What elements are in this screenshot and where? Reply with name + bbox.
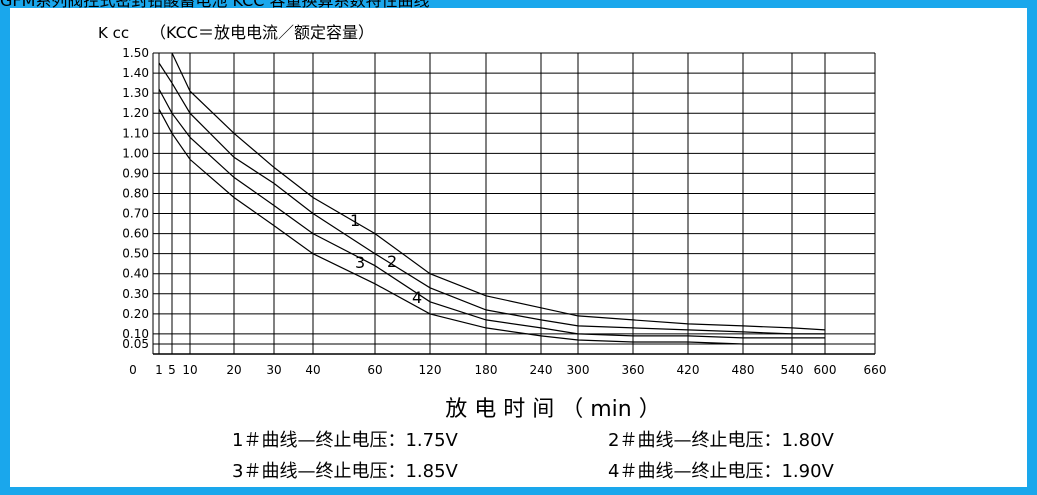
legend-entry-3: 3＃曲线—终止电压：1.85V	[232, 461, 459, 482]
x-tick-label: 660	[864, 363, 887, 377]
x-tick-label: 0	[129, 363, 137, 377]
y-tick-label: 1.30	[122, 86, 149, 100]
x-tick-label: 180	[475, 363, 498, 377]
x-tick-label: 30	[266, 363, 281, 377]
series-line-4	[158, 108, 825, 345]
y-tick-label: 1.00	[122, 146, 149, 160]
x-tick-label: 120	[419, 363, 442, 377]
curve-label-2: 2	[387, 252, 397, 271]
y-tick-label: 0.80	[122, 186, 149, 200]
curve-label-1: 1	[350, 211, 360, 230]
y-tick-label: 1.10	[122, 126, 149, 140]
x-tick-label: 420	[677, 363, 700, 377]
series-line-3	[158, 88, 825, 339]
x-tick-label: 480	[732, 363, 755, 377]
x-tick-label: 5	[168, 363, 176, 377]
y-tick-label: 1.20	[122, 106, 149, 120]
chart-grid: 1.50 1.40 1.30 1.20 1.10 1.00 0.90 0.80 0.70 0.60…	[122, 46, 886, 377]
x-tick-label: 300	[567, 363, 590, 377]
x-tick-label: 540	[781, 363, 804, 377]
chart-panel: 1.50 1.40 1.30 1.20 1.10 1.00 0.90 0.80 0.70 0.60…	[10, 8, 1027, 487]
x-tick-label: 240	[530, 363, 553, 377]
y-tick-label: 1.50	[122, 46, 149, 60]
x-axis-label: 放 电 时 间 （ min ）	[445, 397, 660, 422]
x-tick-label: 60	[367, 363, 382, 377]
y-tick-label: 0.60	[122, 227, 149, 241]
y-tick-label: 0.20	[122, 307, 149, 321]
x-tick-label: 20	[226, 363, 241, 377]
legend-entry-2: 2＃曲线—终止电压：1.80V	[608, 430, 835, 451]
legend-entry-1: 1＃曲线—终止电压：1.75V	[232, 430, 459, 451]
x-tick-label: 360	[622, 363, 645, 377]
x-tick-label: 1	[155, 363, 163, 377]
discharge-coefficient-chart: 1.50 1.40 1.30 1.20 1.10 1.00 0.90 0.80 0.70 0.60…	[98, 23, 886, 482]
chart-labels: 1 2 3 4	[350, 211, 422, 307]
y-tick-label: 0.05	[122, 337, 149, 351]
legend-entry-4: 4＃曲线—终止电压：1.90V	[608, 461, 835, 482]
y-axis-note: （KCC＝放电电流／额定容量）	[150, 23, 374, 42]
y-axis-label: K cc	[98, 24, 129, 42]
curve-label-4: 4	[412, 288, 422, 307]
series-line-2	[158, 62, 825, 335]
y-tick-label: 0.90	[122, 166, 149, 180]
y-tick-label: 0.30	[122, 287, 149, 301]
x-tick-label: 40	[305, 363, 320, 377]
y-tick-label: 0.10	[122, 327, 149, 341]
page-title-fragment: GFM系列阀控式密封铅酸蓄电池 KCC 容量换算系数特性曲线	[0, 0, 1037, 8]
y-tick-label: 0.50	[122, 247, 149, 261]
x-tick-label: 600	[814, 363, 837, 377]
curve-label-3: 3	[355, 253, 365, 272]
series-line-1	[171, 52, 826, 331]
y-tick-label: 1.40	[122, 66, 149, 80]
chart-curves	[158, 52, 826, 345]
x-tick-label: 10	[182, 363, 197, 377]
y-tick-label: 0.70	[122, 207, 149, 221]
y-tick-label: 0.40	[122, 267, 149, 281]
